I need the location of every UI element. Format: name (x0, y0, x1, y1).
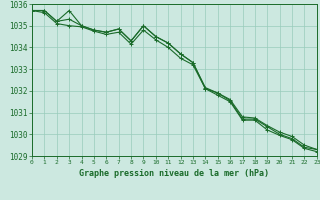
X-axis label: Graphe pression niveau de la mer (hPa): Graphe pression niveau de la mer (hPa) (79, 169, 269, 178)
